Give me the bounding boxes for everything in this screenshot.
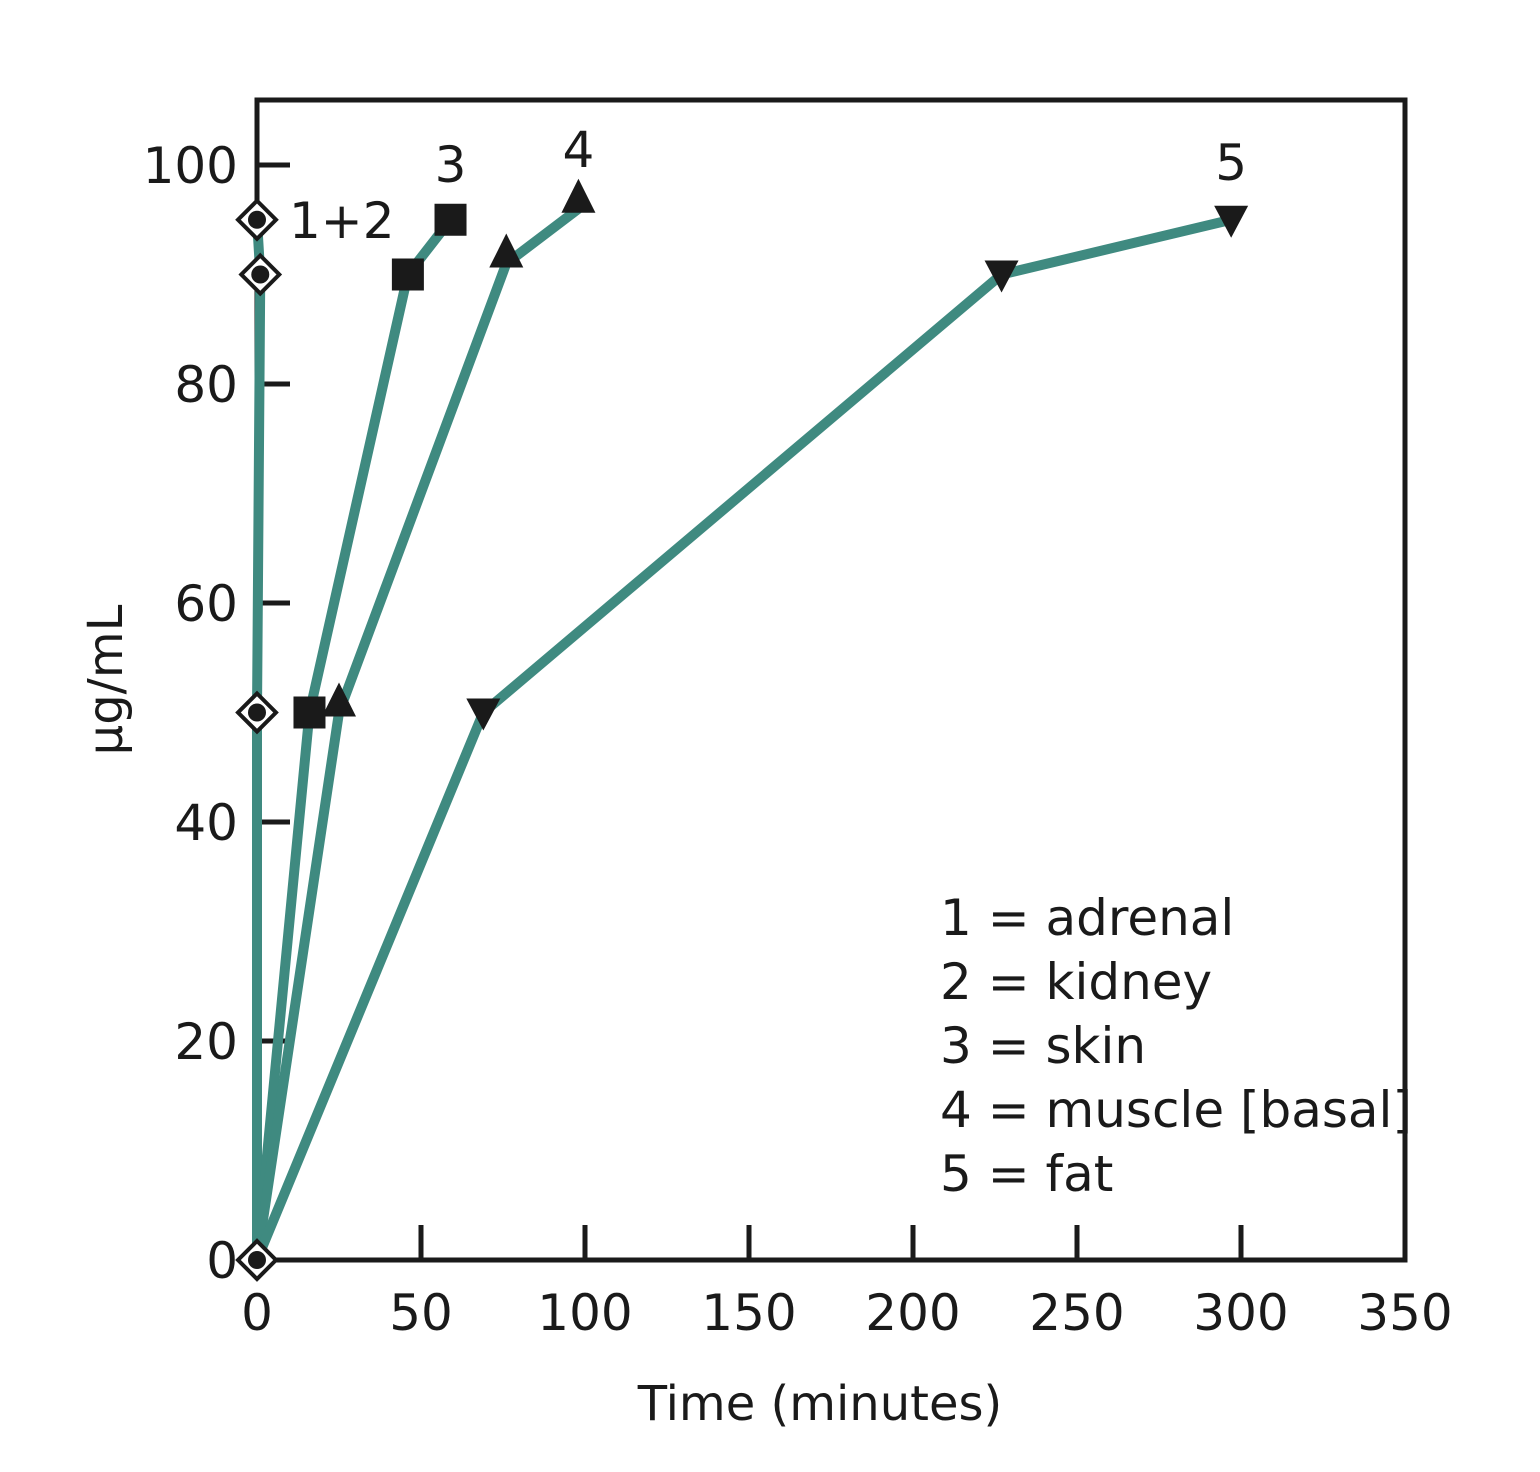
series-line-4 xyxy=(252,214,1233,1262)
square-marker xyxy=(391,258,424,291)
y-tick-label: 100 xyxy=(143,137,238,195)
square-marker xyxy=(293,696,326,729)
x-tick-label: 150 xyxy=(701,1284,796,1342)
square-marker xyxy=(434,203,467,236)
series-labels: 1+2 3 4 5 xyxy=(289,121,1247,250)
y-axis-title: μg/mL xyxy=(78,604,134,755)
triangle-up-marker xyxy=(489,233,524,268)
legend-entry: 4 = muscle [basal] xyxy=(940,1081,1412,1139)
diamond-marker xyxy=(235,1238,279,1282)
legend-entry: 1 = adrenal xyxy=(940,889,1234,947)
triangle-down-marker xyxy=(1214,205,1249,238)
triangle-down-marker xyxy=(984,260,1019,293)
y-tick-label: 60 xyxy=(174,575,238,633)
diamond-marker xyxy=(235,197,279,242)
series-line-3 xyxy=(252,204,582,1261)
x-tick-label: 300 xyxy=(1193,1284,1288,1342)
series-line-1 xyxy=(252,219,266,1260)
y-tick-label: 20 xyxy=(174,1013,238,1071)
legend-entry: 5 = fat xyxy=(940,1145,1113,1203)
x-tick-label: 0 xyxy=(241,1284,273,1342)
triangle-up-marker xyxy=(561,178,596,213)
series-lines xyxy=(252,204,1233,1262)
series-label: 3 xyxy=(435,136,467,194)
series-label: 5 xyxy=(1215,134,1247,192)
y-tick-label: 80 xyxy=(174,356,238,414)
x-axis-title: Time (minutes) xyxy=(637,1376,1002,1432)
x-tick-label: 200 xyxy=(865,1284,960,1342)
series-label: 4 xyxy=(563,121,595,179)
legend-entry: 2 = kidney xyxy=(940,953,1212,1011)
y-tick-label: 40 xyxy=(174,794,238,852)
diamond-marker xyxy=(238,252,283,297)
series-markers xyxy=(235,178,1249,1282)
triangle-up-marker xyxy=(322,682,356,717)
triangle-down-marker xyxy=(466,698,501,731)
y-tick-label: 0 xyxy=(206,1232,238,1290)
legend-entry: 3 = skin xyxy=(940,1017,1146,1075)
series-line-2 xyxy=(252,216,455,1261)
x-tick-label: 250 xyxy=(1029,1284,1124,1342)
axes: 0 50 100 150 200 250 300 350 0 20 40 60 80 100 xyxy=(143,97,1453,1342)
x-tick-label: 100 xyxy=(537,1284,632,1342)
legend: 1 = adrenal 2 = kidney 3 = skin 4 = muscle … xyxy=(940,889,1412,1203)
series-label: 1+2 xyxy=(289,192,395,250)
x-tick-label: 50 xyxy=(389,1284,453,1342)
x-tick-label: 350 xyxy=(1357,1284,1452,1342)
diamond-marker xyxy=(235,690,279,735)
